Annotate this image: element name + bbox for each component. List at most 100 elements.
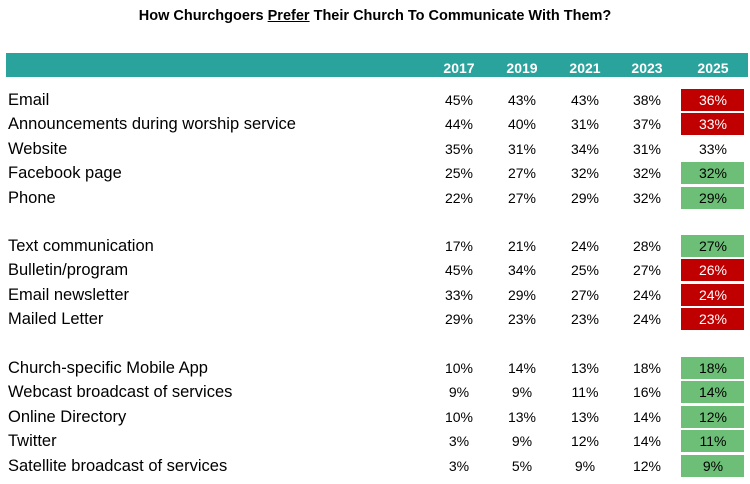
value-cell-2017: 45%	[444, 262, 474, 279]
value-cell-2025: 18%	[698, 360, 728, 376]
value-cell-2023: 32%	[632, 189, 662, 206]
header-year-2023: 2023	[631, 60, 663, 76]
value-cell-2023: 37%	[632, 116, 662, 133]
value-cell-2025: 11%	[699, 433, 727, 450]
row-label: Website	[8, 139, 68, 158]
value-cell-2019: 14%	[507, 360, 537, 376]
value-cell-2023: 32%	[632, 165, 662, 182]
header-year-2017: 2017	[443, 60, 475, 76]
value-cell-2021: 13%	[570, 360, 600, 376]
value-cell-2017: 45%	[444, 92, 474, 108]
table-header: 2017 2019 2021 2023 2025	[6, 53, 748, 77]
highlight-green	[681, 186, 744, 209]
value-cell-2023: 16%	[632, 384, 662, 401]
table-row: Announcements during worship service 44% 4…	[0, 112, 750, 136]
value-cell-2025: 12%	[698, 408, 728, 425]
value-cell-2019: 5%	[511, 457, 533, 474]
value-cell-2021: 12%	[570, 433, 600, 450]
value-cell-2023: 14%	[632, 433, 662, 450]
value-cell-2021: 31%	[570, 116, 600, 133]
row-label: Announcements during worship service	[8, 115, 296, 134]
value-cell-2021: 27%	[570, 286, 600, 303]
value-cell-2025: 14%	[698, 384, 728, 401]
value-cell-2017: 25%	[444, 165, 474, 182]
value-cell-2025: 23%	[698, 311, 728, 328]
value-cell-2019: 21%	[507, 238, 537, 254]
value-cell-2023: 27%	[632, 262, 662, 279]
header-year-2025: 2025	[697, 60, 729, 76]
highlight-green	[681, 454, 744, 477]
table-row: Satellite broadcast of services 3% 5% 9% 12%…	[0, 454, 750, 478]
value-cell-2025: 36%	[698, 92, 728, 108]
value-cell-2021: 23%	[570, 311, 600, 328]
row-label: Webcast broadcast of services	[8, 383, 233, 402]
table-row: Twitter 3% 9% 12% 14% 11%	[0, 429, 750, 453]
value-cell-2025: 26%	[698, 262, 728, 279]
chart-title: How Churchgoers Prefer Their Church To C…	[0, 8, 750, 24]
value-cell-2021: 13%	[570, 408, 600, 425]
highlight-green	[681, 357, 744, 379]
highlight-green	[681, 430, 744, 453]
value-cell-2019: 9%	[511, 433, 533, 450]
value-cell-2017: 9%	[448, 384, 470, 401]
value-cell-2019: 31%	[507, 140, 537, 157]
title-part-3: Their Church To Communicate With Them?	[309, 8, 612, 24]
row-label: Email newsletter	[8, 285, 130, 304]
header-year-2019: 2019	[506, 60, 538, 76]
table-row: Online Directory 10% 13% 13% 14% 12%	[0, 405, 750, 429]
row-label: Satellite broadcast of services	[8, 456, 228, 475]
highlight-green	[681, 162, 744, 185]
value-cell-2021: 24%	[570, 238, 600, 254]
value-cell-2019: 9%	[511, 384, 533, 401]
value-cell-2019: 43%	[507, 92, 537, 108]
row-label: Online Directory	[8, 407, 127, 426]
table-row: Facebook page 25% 27% 32% 32% 32%	[0, 161, 750, 185]
table-row: Phone 22% 27% 29% 32% 29%	[0, 186, 750, 210]
value-cell-2023: 24%	[632, 311, 662, 328]
value-cell-2023: 12%	[632, 457, 662, 474]
value-cell-2017: 10%	[444, 360, 474, 376]
header-year-2021: 2021	[569, 60, 601, 76]
value-cell-2017: 3%	[448, 457, 470, 474]
row-label: Text communication	[8, 237, 154, 255]
row-label: Church-specific Mobile App	[8, 359, 208, 377]
value-cell-2019: 27%	[507, 165, 537, 182]
value-cell-2019: 23%	[507, 311, 537, 328]
table-row: Text communication 17% 21% 24% 28% 27%	[0, 234, 750, 258]
row-label: Email	[8, 91, 50, 109]
value-cell-2017: 22%	[444, 189, 474, 206]
table-row: Church-specific Mobile App 10% 14% 13% 18% 18…	[0, 356, 750, 380]
value-cell-2025: 24%	[698, 286, 728, 303]
value-cell-2023: 24%	[632, 286, 662, 303]
table-row: Email newsletter 33% 29% 27% 24% 24%	[0, 283, 750, 307]
value-cell-2025: 9%	[702, 457, 724, 474]
value-cell-2017: 35%	[444, 140, 474, 157]
value-cell-2021: 34%	[570, 140, 600, 157]
value-cell-2021: 25%	[570, 262, 600, 279]
row-label: Bulletin/program	[8, 261, 129, 280]
value-cell-2023: 18%	[632, 360, 662, 376]
highlight-red	[681, 113, 744, 136]
row-label: Twitter	[8, 432, 57, 451]
value-cell-2023: 38%	[632, 92, 662, 108]
row-label: Phone	[8, 188, 56, 207]
value-cell-2025: 29%	[698, 189, 728, 206]
value-cell-2019: 34%	[507, 262, 537, 279]
highlight-green	[681, 381, 744, 404]
value-cell-2017: 3%	[448, 433, 470, 450]
value-cell-2017: 33%	[444, 286, 474, 303]
title-part-1: How Churchgoers	[138, 8, 268, 24]
value-cell-2017: 29%	[444, 311, 474, 328]
highlight-green	[681, 235, 744, 257]
value-cell-2017: 10%	[444, 408, 474, 425]
value-cell-2019: 13%	[507, 408, 537, 425]
value-cell-2021: 43%	[570, 92, 600, 108]
value-cell-2019: 40%	[507, 116, 537, 133]
value-cell-2021: 29%	[570, 189, 600, 206]
table-row: Webcast broadcast of services 9% 9% 11% 16% 1…	[0, 380, 750, 404]
value-cell-2021: 32%	[570, 165, 600, 182]
row-label: Facebook page	[8, 164, 122, 183]
highlight-red	[681, 283, 744, 306]
table-row: Website 35% 31% 34% 31% 33%	[0, 137, 750, 161]
title-emphasis: Prefer	[267, 8, 310, 24]
